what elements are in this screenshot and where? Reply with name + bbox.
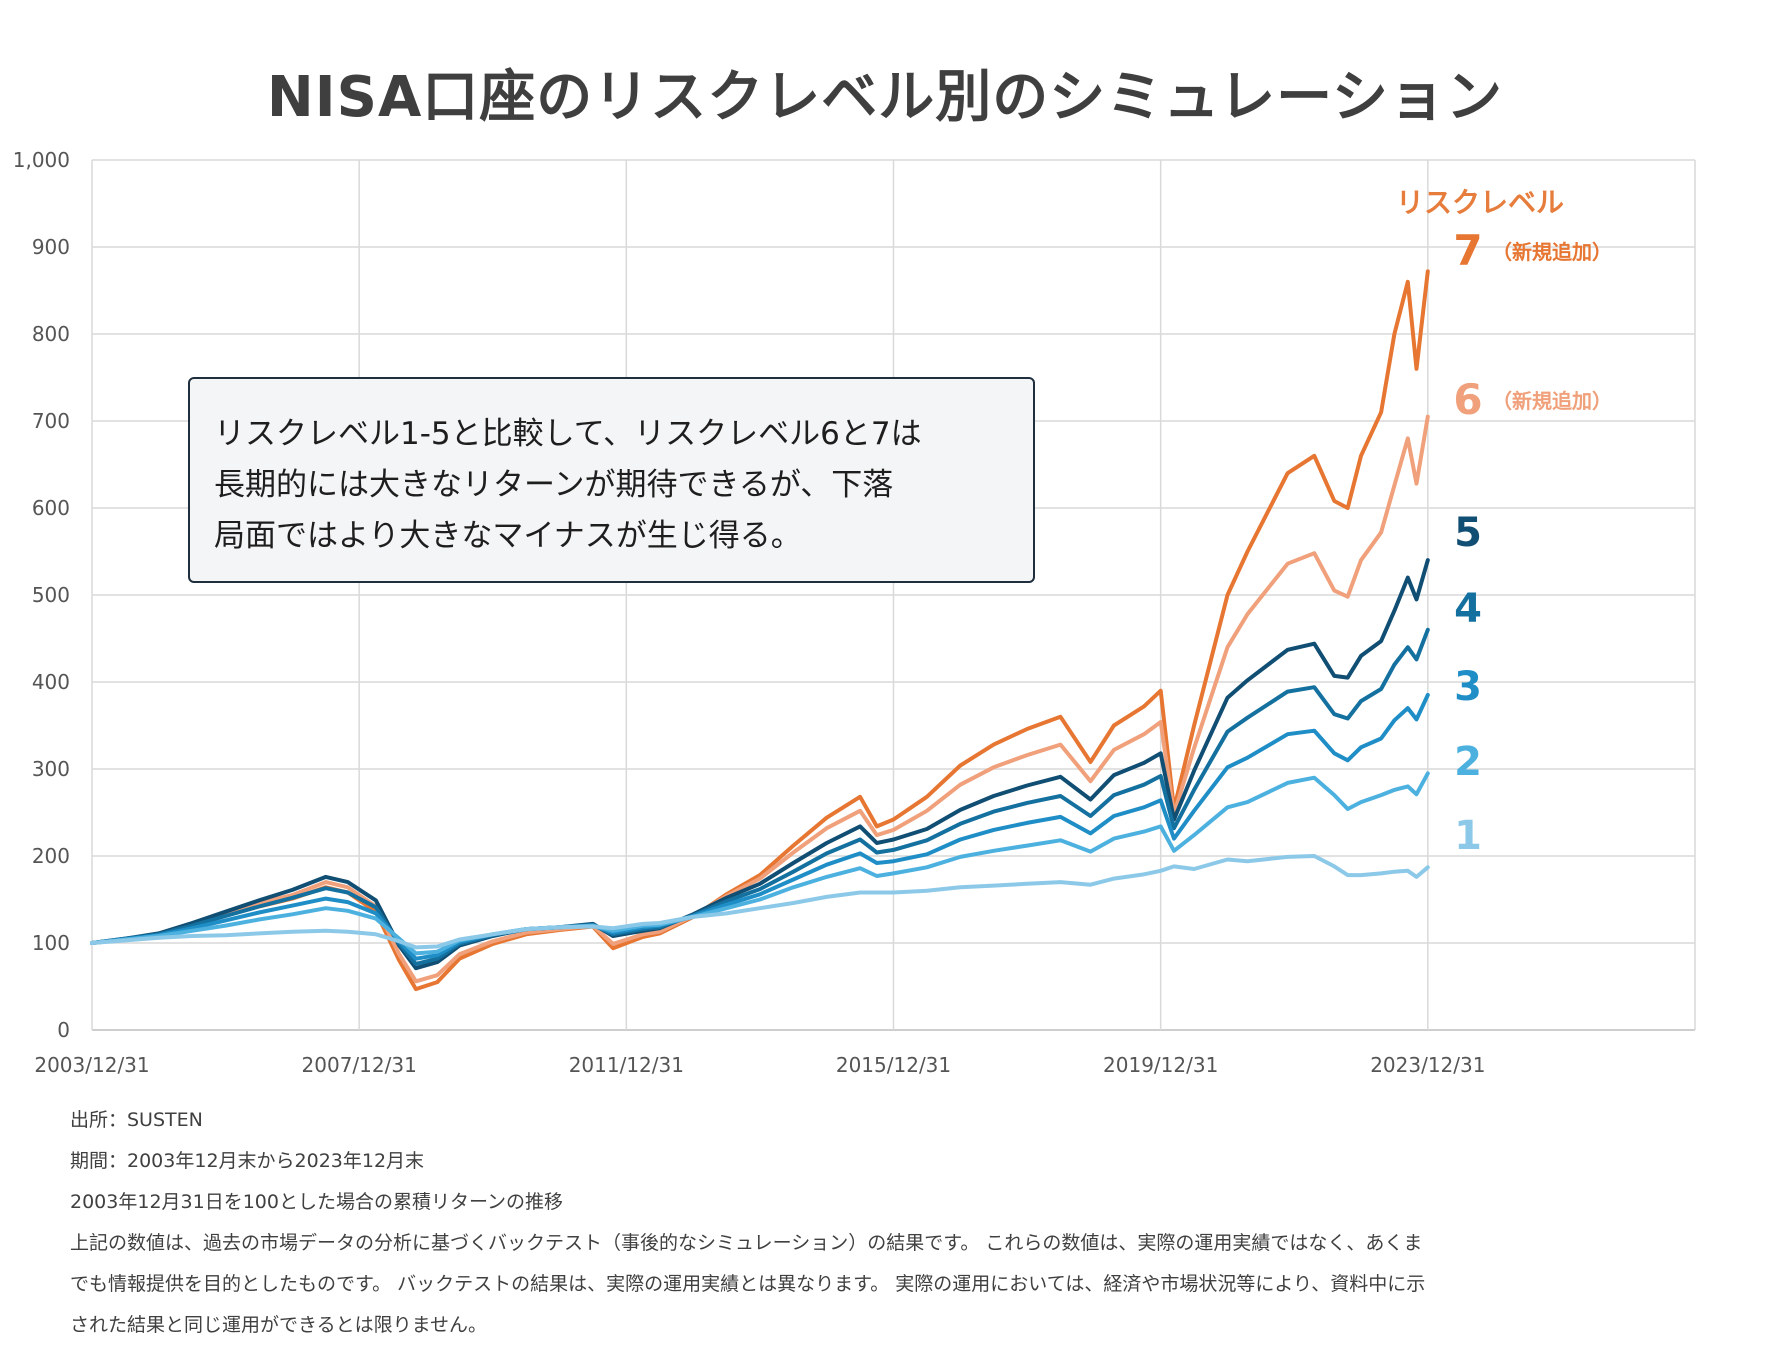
x-tick-label: 2007/12/31 [302,1053,417,1077]
x-axis-ticks: 2003/12/31 2007/12/31 2011/12/31 2015/12/31… [34,1053,1485,1077]
y-tick-label: 400 [32,670,70,694]
series-line-4 [90,627,1430,966]
y-tick-label: 100 [32,931,70,955]
legend-title: リスクレベル [1396,186,1564,219]
series-line-2 [90,771,1430,956]
series-label-5: 5 [1454,510,1482,556]
annotation-line: リスクレベル1-5と比較して、リスクレベル6と7は [214,416,922,452]
y-tick-label: 800 [32,322,70,346]
annotation-line: 局面ではより大きなマイナスが生じ得る。 [214,518,802,554]
series-label-6: 6 [1453,375,1482,424]
series-label-7: 7 [1453,226,1482,275]
series-label-1: 1 [1454,813,1482,859]
y-tick-label: 300 [32,757,70,781]
y-axis-ticks: 0 100 200 300 400 500 600 700 800 900 1,000 [13,148,70,1042]
y-tick-label: 200 [32,844,70,868]
annotation-box: リスクレベル1-5と比較して、リスクレベル6と7は 長期的には大きなリターンが期… [188,377,1035,583]
basis-note: 2003年12月31日を100とした場合の累積リターンの推移 [70,1191,564,1213]
footnotes: 出所：SUSTEN 期間：2003年12月末から2023年12月末 2003年1… [70,1100,1750,1346]
x-tick-label: 2003/12/31 [34,1053,149,1077]
y-tick-label: 0 [57,1018,70,1042]
series-line-6 [90,414,1430,984]
x-tick-label: 2011/12/31 [569,1053,684,1077]
period-note: 期間：2003年12月末から2023年12月末 [70,1150,425,1172]
series-label-2: 2 [1454,739,1482,785]
disclaimer-line: でも情報提供を目的としたものです。 バックテストの結果は、実際の運用実績とは異な… [70,1273,1426,1295]
y-tick-label: 1,000 [13,148,70,172]
y-tick-label: 600 [32,496,70,520]
series-label-4: 4 [1454,586,1482,632]
source-note: 出所：SUSTEN [70,1109,203,1131]
series-label-3: 3 [1454,664,1482,710]
series-note-7: （新規追加） [1492,240,1612,264]
line-chart: 0 100 200 300 400 500 600 700 800 900 1,000 2003/1… [13,148,1696,1077]
disclaimer-line: 上記の数値は、過去の市場データの分析に基づくバックテスト（事後的なシミュレーショ… [70,1232,1423,1254]
series-line-3 [90,693,1430,961]
series-lines [90,269,1430,992]
y-tick-label: 500 [32,583,70,607]
y-tick-label: 900 [32,235,70,259]
series-labels: 1 2 3 4 5 6 （新規追加） 7 （新規追加） [1453,226,1612,859]
x-tick-label: 2015/12/31 [836,1053,951,1077]
x-tick-label: 2023/12/31 [1370,1053,1485,1077]
series-line-5 [90,558,1430,971]
y-tick-label: 700 [32,409,70,433]
series-line-1 [90,854,1430,950]
chart-title: NISA口座のリスクレベル別のシミュレーション [266,65,1504,130]
disclaimer-line: された結果と同じ運用ができるとは限りません。 [70,1314,488,1336]
x-tick-label: 2019/12/31 [1103,1053,1218,1077]
annotation-line: 長期的には大きなリターンが期待できるが、下落 [214,467,894,503]
series-note-6: （新規追加） [1492,389,1612,413]
